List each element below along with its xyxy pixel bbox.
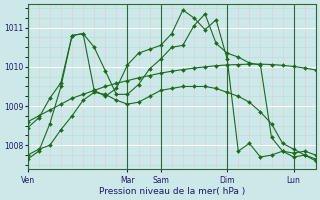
X-axis label: Pression niveau de la mer( hPa ): Pression niveau de la mer( hPa ): [99, 187, 245, 196]
